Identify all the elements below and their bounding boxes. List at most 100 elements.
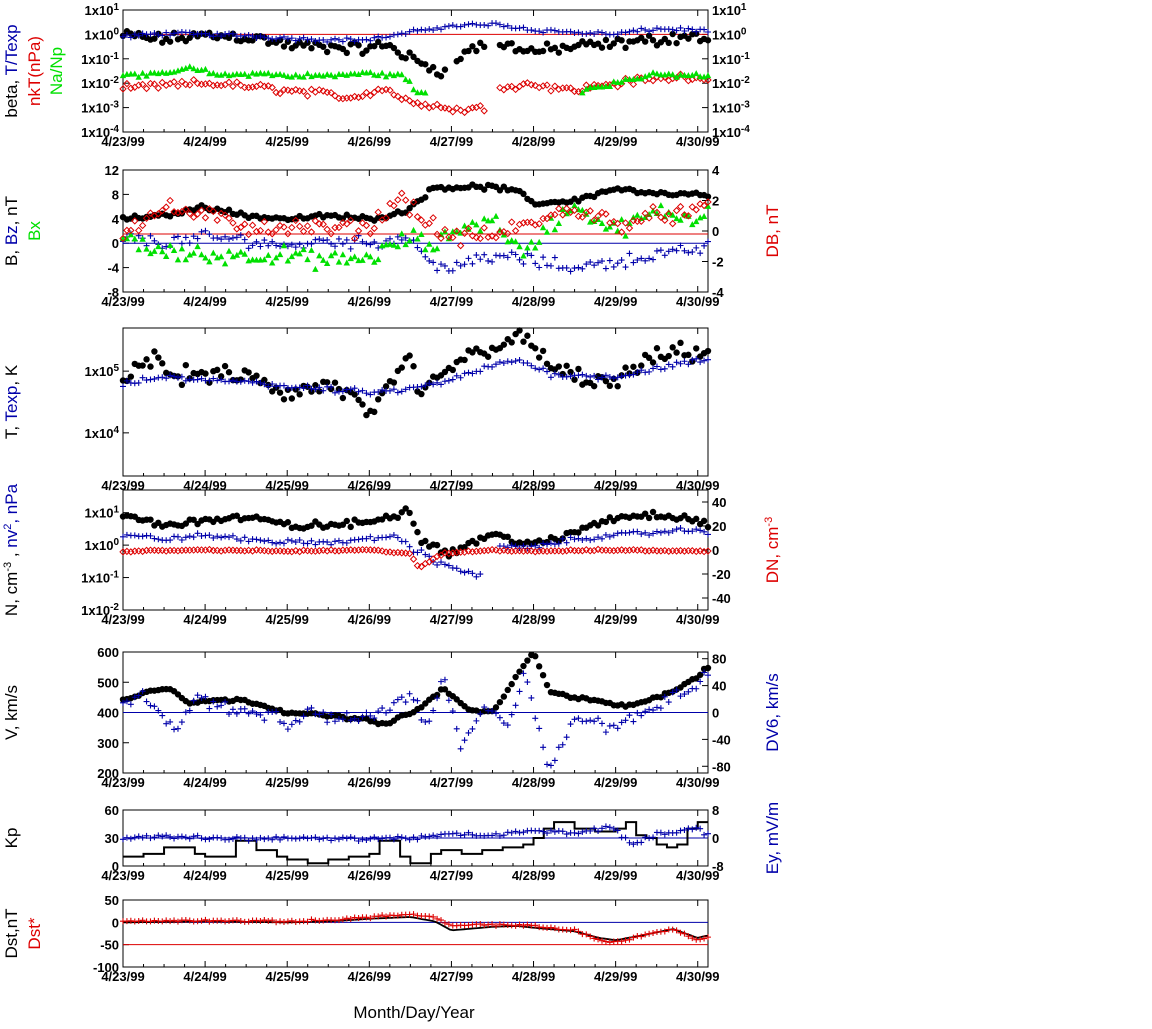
data-point-Bz (151, 237, 158, 244)
data-point-DV6 (300, 713, 307, 720)
data-point-Na/Np (704, 72, 712, 79)
data-point-T/Texp (288, 35, 295, 42)
series-T (119, 327, 712, 419)
data-point-T/Texp (261, 34, 268, 41)
data-point-Texp (532, 365, 539, 372)
data-point-DV6 (426, 718, 433, 725)
data-point-N (700, 517, 708, 525)
data-point-nkT (374, 85, 382, 93)
y-axis-label-left: V, km/s (2, 685, 21, 740)
data-point-Bx (343, 259, 350, 266)
data-point-Na/Np (339, 70, 347, 77)
data-point-nkT (256, 80, 265, 89)
data-point-nkT (350, 92, 359, 101)
data-point-N (433, 541, 441, 549)
data-point-nkT (205, 79, 214, 88)
data-point-Dst* (595, 936, 602, 943)
data-point-Texp (241, 377, 248, 384)
data-point-Dst* (375, 913, 382, 920)
data-point-Texp (210, 375, 217, 382)
data-point-DN (241, 547, 249, 555)
data-point-DV6 (277, 718, 284, 725)
data-point-beta (481, 43, 488, 51)
data-point-N (504, 533, 511, 541)
data-point-Texp (249, 379, 256, 386)
data-point-Dst* (335, 917, 342, 924)
data-point-Texp (363, 390, 370, 397)
data-point-beta (665, 39, 672, 47)
data-point-nv2 (634, 528, 641, 535)
data-point-beta (477, 39, 484, 47)
data-point-Bz (657, 247, 664, 254)
y-tick-label-left: 300 (97, 736, 119, 751)
y-axis-label-left-part-1: T/Texp (2, 24, 21, 75)
data-point-T/Texp (402, 30, 409, 37)
data-point-DN (197, 546, 206, 554)
data-point-Dst* (339, 916, 346, 923)
data-point-Bx (194, 243, 201, 250)
data-point-Texp (646, 368, 653, 375)
y-axis-label-left-part-0: beta, (2, 75, 21, 117)
data-point-Ey (591, 825, 598, 832)
data-point-DV6 (355, 717, 362, 724)
data-point-Bx (512, 238, 519, 245)
data-point-beta (166, 38, 174, 45)
data-point-Ey (206, 836, 213, 843)
data-point-DV6 (139, 688, 146, 695)
data-point-nkT (264, 82, 272, 90)
data-point-Bz (202, 227, 209, 234)
data-point-DV6 (669, 689, 676, 696)
data-point-Ey (595, 828, 602, 835)
data-point-T/Texp (536, 28, 543, 35)
data-point-Bz (504, 254, 511, 261)
data-point-DB (343, 220, 351, 228)
data-point-DV6 (598, 720, 605, 727)
data-point-nkT (433, 100, 441, 109)
data-point-T/Texp (265, 34, 272, 41)
data-point-nkT (555, 85, 563, 94)
data-point-Bx (418, 230, 425, 237)
data-point-beta (390, 44, 398, 52)
y-tick-label-right: -40 (712, 591, 731, 606)
data-point-Dst* (532, 922, 539, 929)
data-point-DN (425, 558, 433, 566)
data-point-Bz (477, 256, 484, 263)
data-point-Bx (543, 228, 551, 235)
data-point-DV6 (296, 718, 303, 725)
data-point-Bx (677, 216, 684, 223)
data-point-nkT (150, 80, 159, 88)
data-point-DV6 (445, 697, 452, 704)
data-point-Bx (492, 212, 500, 219)
data-point-Bx (689, 221, 696, 228)
data-point-Na/Np (422, 89, 429, 96)
data-point-Dst* (524, 921, 531, 928)
data-point-nv2 (434, 561, 441, 568)
data-point-N (461, 544, 468, 551)
data-point-Na/Np (288, 73, 296, 80)
data-point-Bz (402, 234, 409, 241)
data-point-DN (362, 546, 371, 554)
y-axis-label-left-3: Na/Np (47, 47, 66, 95)
data-point-nkT (649, 76, 657, 85)
data-point-nkT (586, 84, 594, 92)
data-point-DB (586, 207, 594, 215)
data-point-nv2 (473, 573, 480, 580)
data-point-nkT (327, 88, 335, 97)
data-point-T/Texp (540, 29, 547, 36)
data-point-T (159, 360, 166, 367)
data-point-Bx (441, 228, 449, 235)
data-point-Texp (182, 377, 189, 384)
data-point-Ey (312, 834, 319, 841)
data-point-nkT (511, 85, 520, 94)
data-point-DB (456, 241, 465, 250)
data-point-Texp (422, 382, 429, 389)
data-point-Texp (390, 386, 397, 393)
data-point-DB (307, 228, 316, 236)
data-point-T (127, 373, 135, 380)
data-point-nv2 (453, 565, 460, 572)
data-point-DB (186, 209, 194, 218)
data-point-T/Texp (139, 30, 146, 37)
data-point-nkT (507, 82, 516, 91)
data-point-DV6 (606, 722, 613, 729)
data-point-DN (127, 548, 135, 556)
